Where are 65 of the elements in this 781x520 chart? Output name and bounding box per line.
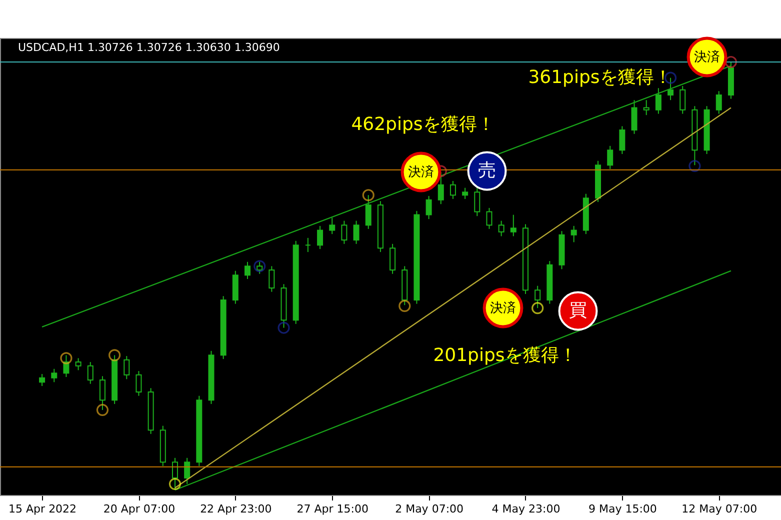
candlestick xyxy=(39,374,46,386)
candlestick xyxy=(450,180,456,200)
annotation: 買 xyxy=(569,300,587,321)
point xyxy=(724,56,737,68)
point xyxy=(532,302,544,314)
candlestick xyxy=(534,285,541,309)
candlestick xyxy=(668,77,674,101)
candlestick xyxy=(426,195,432,220)
annotation: 決済 xyxy=(408,164,434,180)
point xyxy=(108,349,121,362)
candlestick xyxy=(607,145,614,170)
candlestick xyxy=(124,356,130,380)
candlestick xyxy=(655,88,662,114)
candlestick xyxy=(619,126,626,155)
x-tick-label: 15 Apr 2022 xyxy=(8,502,77,516)
annotation: 決済 xyxy=(694,49,720,65)
candlestick xyxy=(486,207,492,230)
candlestick xyxy=(268,266,275,292)
candlestick xyxy=(680,85,686,114)
x-tick-label: 22 Apr 23:00 xyxy=(200,502,272,516)
candlestick xyxy=(570,225,577,243)
candlestick xyxy=(329,217,336,235)
x-tick-label: 27 Apr 15:00 xyxy=(296,502,368,516)
point xyxy=(278,322,290,334)
annotation: 462pipsを獲得！ xyxy=(351,114,495,135)
annotation: 361pipsを獲得！ xyxy=(528,67,672,88)
point xyxy=(398,300,411,312)
candlestick xyxy=(184,457,190,485)
point xyxy=(254,260,266,272)
candlestick xyxy=(87,362,94,384)
candlestick xyxy=(256,261,263,274)
candlestick xyxy=(716,90,722,114)
candlestick xyxy=(631,100,638,134)
candlestick xyxy=(75,358,82,371)
candlestick xyxy=(643,100,650,116)
candlestick xyxy=(172,457,178,490)
candlestick xyxy=(498,220,504,237)
candlestick xyxy=(353,220,360,244)
x-tick-label: 20 Apr 07:00 xyxy=(103,502,176,516)
point xyxy=(688,160,701,172)
annotation: 決済 xyxy=(490,300,516,316)
chart-title: USDCAD,H1 1.30726 1.30726 1.30630 1.30690 xyxy=(18,41,280,54)
candlestick xyxy=(99,376,106,410)
x-tick-label: 9 May 15:00 xyxy=(588,502,657,516)
point xyxy=(362,189,374,202)
annotation: 売 xyxy=(478,160,496,181)
candlestick xyxy=(136,370,142,396)
candlestick xyxy=(317,225,324,250)
candlestick xyxy=(438,171,444,205)
candlestick xyxy=(244,261,251,280)
candlestick xyxy=(390,243,396,274)
point xyxy=(168,478,182,490)
candlestick xyxy=(365,194,372,230)
candlestick xyxy=(304,237,311,253)
candlestick xyxy=(51,368,58,383)
x-tick-label: 4 May 23:00 xyxy=(492,502,560,516)
candlestick xyxy=(474,187,480,217)
candlestick xyxy=(341,220,348,244)
point xyxy=(664,72,677,84)
candlestick xyxy=(462,187,468,200)
point xyxy=(60,352,72,364)
candlestick xyxy=(510,214,516,237)
x-tick-label: 2 May 07:00 xyxy=(395,502,464,516)
point xyxy=(96,404,109,416)
x-tick-label: 12 May 07:00 xyxy=(682,502,758,516)
